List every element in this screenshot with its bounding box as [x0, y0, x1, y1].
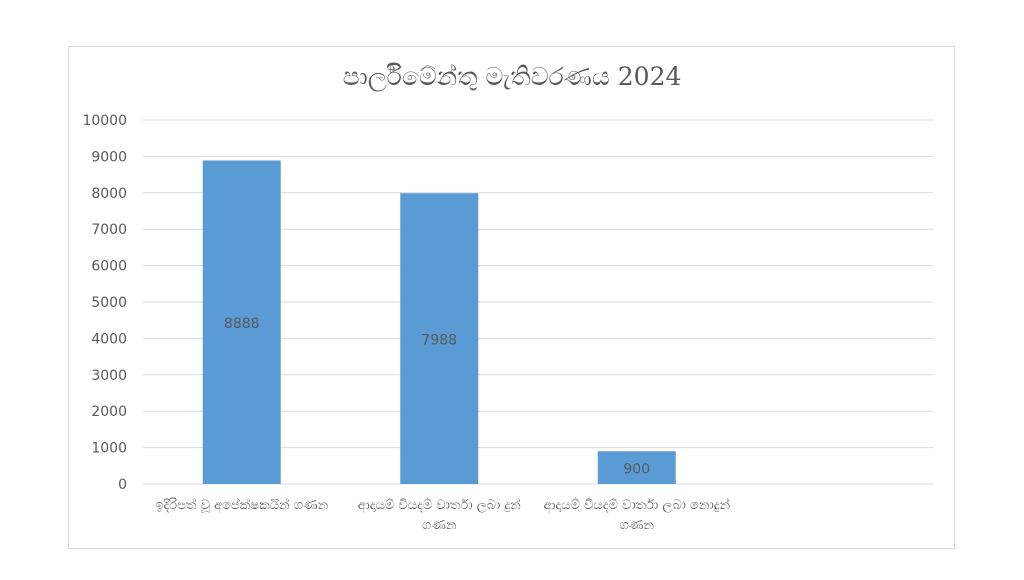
data-label: 8888	[224, 316, 260, 332]
x-tick-label: ආදායම් වියදම් වාර්තා ලබා නොදුන් ගණන	[543, 498, 731, 533]
data-label: 7988	[421, 333, 457, 349]
y-tick-label: 8000	[91, 186, 127, 202]
y-tick-label: 2000	[91, 404, 127, 420]
y-tick-label: 6000	[91, 259, 127, 275]
y-tick-label: 0	[118, 477, 127, 493]
data-label: 900	[623, 462, 650, 478]
bar	[202, 160, 281, 484]
y-tick-label: 1000	[91, 441, 127, 457]
y-tick-label: 10000	[82, 113, 127, 129]
x-tick-label: ආදායම් වියදම් වාර්තා ලබා දුන් ගණන	[357, 498, 521, 533]
chart-title: පාර්ලිමේන්තු මැතිවරණය 2024	[342, 62, 682, 91]
y-tick-label: 7000	[91, 222, 127, 238]
x-tick-label: ඉදිරිපත් වූ අපේක්ෂකයින් ගණන	[155, 498, 329, 513]
bar	[400, 193, 479, 484]
bar	[597, 451, 676, 484]
chart-frame	[68, 46, 955, 549]
y-tick-label: 9000	[91, 149, 127, 165]
y-tick-label: 5000	[91, 295, 127, 311]
y-tick-label: 4000	[91, 331, 127, 347]
y-tick-label: 3000	[91, 368, 127, 384]
